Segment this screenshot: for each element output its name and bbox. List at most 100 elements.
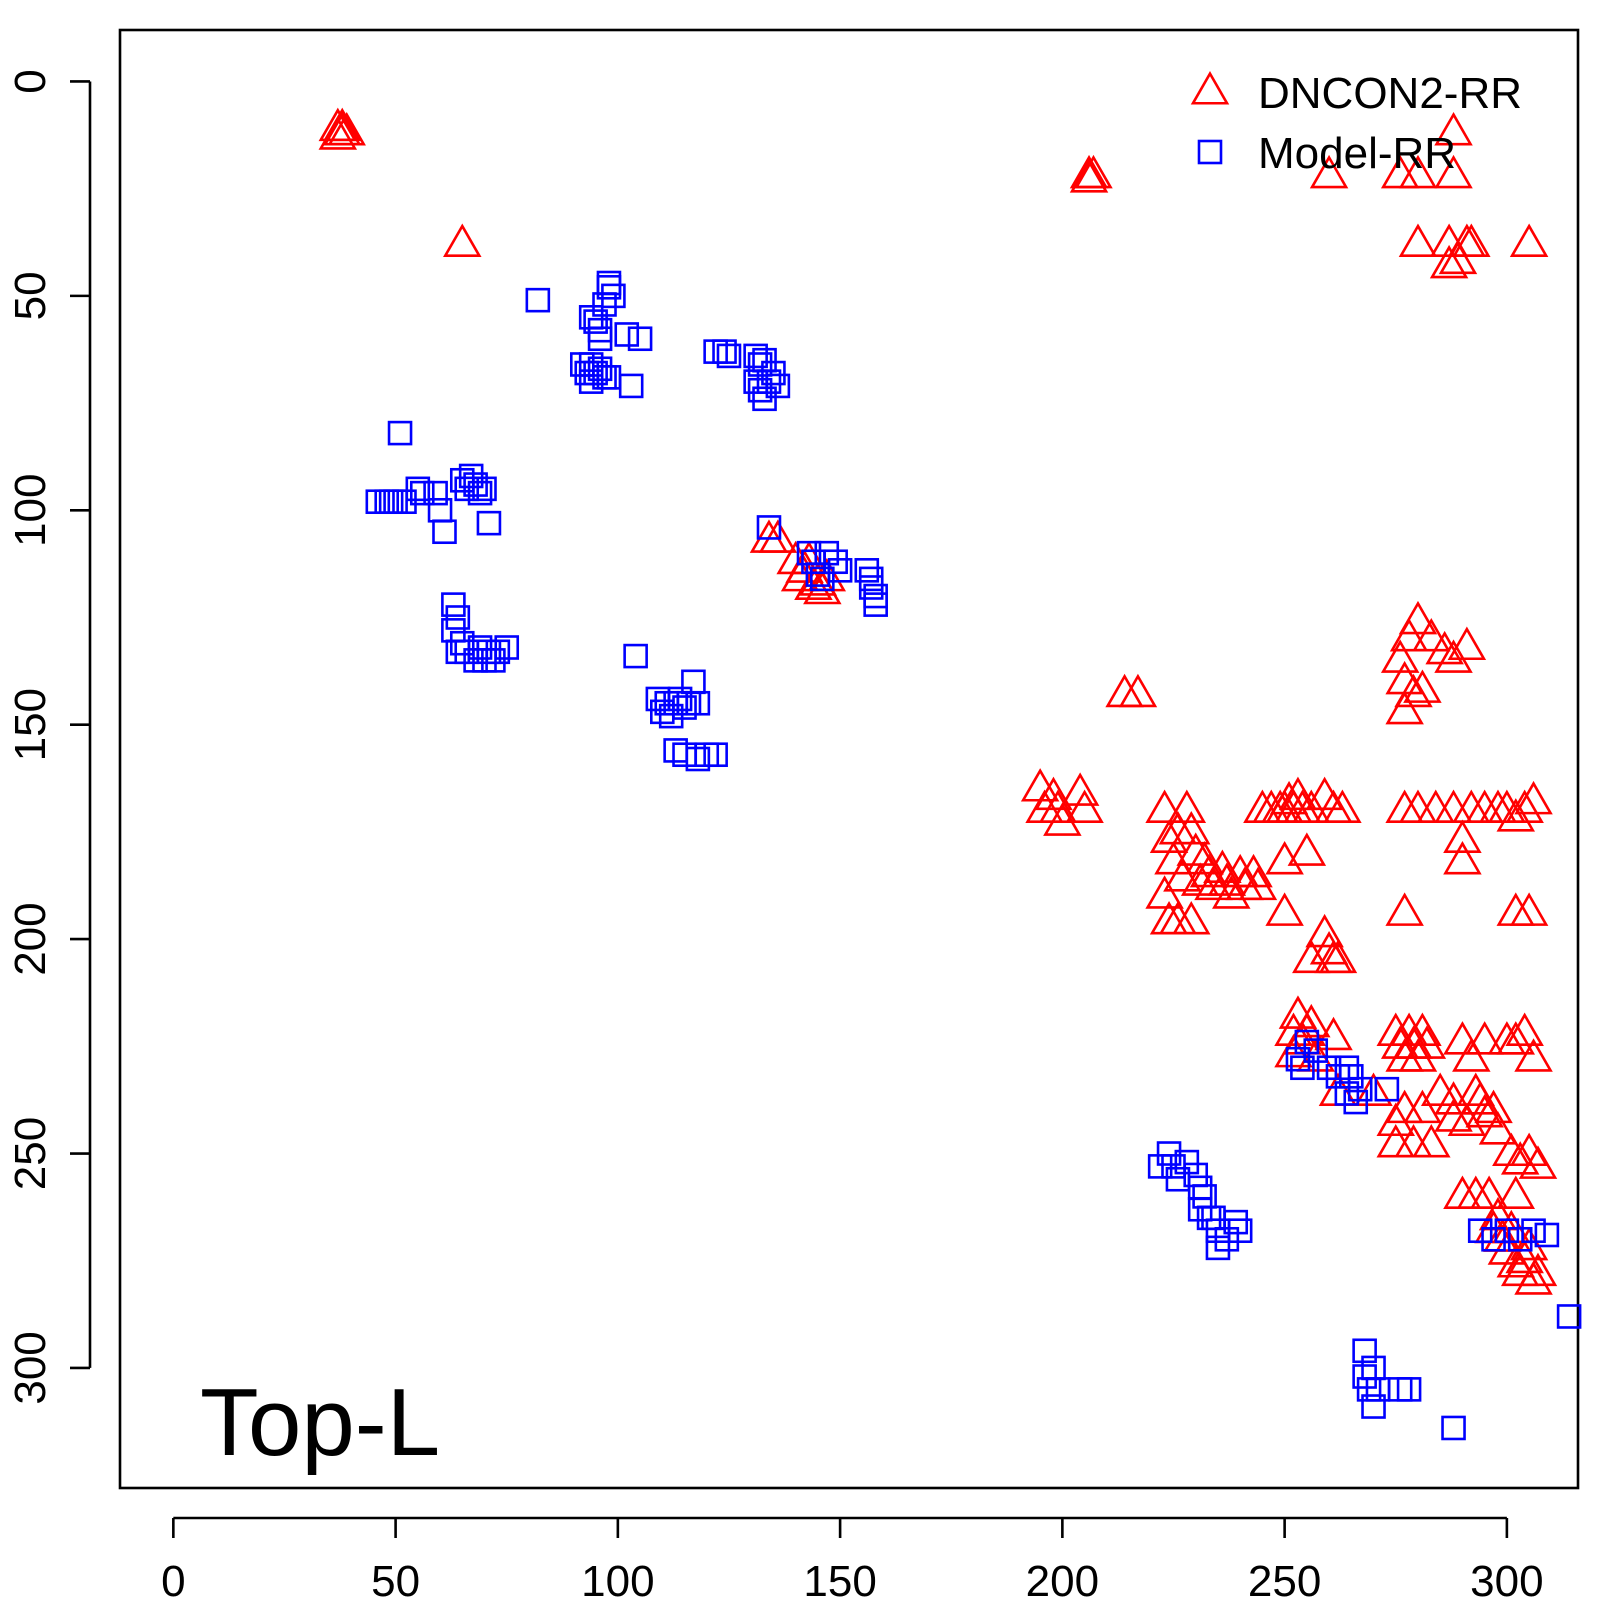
triangle-point (1438, 240, 1478, 275)
triangle-point (1500, 1141, 1540, 1175)
triangle-point (1394, 673, 1433, 708)
square-point (467, 480, 493, 506)
triangle-point (1505, 1239, 1544, 1274)
y-tick-label: 100 (6, 474, 55, 547)
square-point (685, 746, 711, 772)
square-point (1334, 1081, 1360, 1106)
triangle-point (323, 107, 362, 142)
triangle-point (1292, 789, 1331, 823)
y-tick-label: 250 (6, 1117, 55, 1190)
square-point (578, 369, 604, 394)
triangle-point (1412, 617, 1451, 652)
triangle-point (1429, 223, 1469, 257)
square-point (1507, 1226, 1533, 1252)
triangle-point (1434, 639, 1473, 673)
triangle-point (1043, 802, 1082, 836)
square-point (761, 360, 786, 386)
y-tick-label: 0 (6, 69, 55, 93)
square-point (703, 742, 728, 768)
square-point (747, 352, 773, 377)
triangle-point (1429, 244, 1469, 279)
square-point (592, 292, 617, 317)
square-point (827, 558, 853, 583)
triangle-point (1314, 1016, 1353, 1051)
triangle-point (1034, 776, 1073, 811)
square-point (765, 373, 791, 399)
triangle-point (1416, 789, 1456, 823)
triangle-point (1403, 1089, 1442, 1124)
square-point (578, 352, 604, 377)
square-point (476, 510, 502, 536)
triangle-point (1305, 913, 1344, 948)
triangle-point (1176, 832, 1215, 866)
triangle-point (1265, 840, 1304, 875)
square-point (627, 326, 653, 352)
triangle-point (1398, 154, 1438, 189)
x-tick-label: 150 (803, 1557, 876, 1600)
triangle-point (1265, 892, 1304, 926)
triangle-point (1145, 875, 1184, 909)
triangle-point (1118, 673, 1158, 708)
square-point (1201, 1205, 1226, 1231)
triangle-point (1469, 1175, 1509, 1209)
square-point (587, 356, 613, 382)
square-point (1214, 1226, 1240, 1252)
triangle-point (1465, 1021, 1504, 1055)
triangle-point (1496, 1021, 1536, 1055)
triangle-point (1514, 780, 1553, 815)
square-point (658, 703, 684, 729)
y-tick-label: 300 (6, 1331, 55, 1404)
triangle-point (1185, 840, 1224, 875)
square-point (1205, 1235, 1231, 1261)
square-point (583, 360, 608, 386)
triangle-point (327, 111, 366, 146)
axes-layer: 0 50 100 150 200 250 300 0 50 100 150 200 250 300 (6, 28, 1580, 1600)
square-point (1334, 1055, 1360, 1081)
triangle-point (1318, 939, 1358, 974)
triangle-point (1434, 154, 1473, 189)
legend-label: Model-RR (1258, 129, 1456, 178)
triangle-point (803, 570, 842, 605)
square-point (1374, 1076, 1400, 1102)
square-point (1481, 1226, 1506, 1252)
triangle-point (1496, 1175, 1536, 1209)
square-point (1227, 1218, 1253, 1244)
square-point (756, 369, 782, 394)
triangle-point (1292, 1003, 1331, 1038)
square-point (1361, 1394, 1386, 1419)
triangle-point (1443, 1021, 1482, 1055)
square-point (494, 635, 520, 660)
square-point (743, 343, 768, 369)
square-point (752, 386, 777, 412)
triangle-point (1234, 853, 1273, 888)
triangle-point (1518, 1252, 1558, 1287)
triangle-point (1292, 939, 1331, 974)
square-point (716, 343, 742, 369)
x-tick-label: 0 (161, 1557, 185, 1600)
square-point (1441, 1415, 1466, 1441)
triangle-point (1434, 789, 1473, 823)
triangle-point (1403, 1012, 1442, 1046)
points-layer (318, 107, 1582, 1441)
triangle-point (1407, 1025, 1447, 1059)
triangle-point (1065, 789, 1104, 823)
legend-square-icon (1197, 139, 1223, 165)
triangle-point (758, 519, 798, 553)
triangle-point (1403, 669, 1442, 703)
square-point (623, 643, 648, 669)
triangle-point (1385, 690, 1424, 725)
triangle-point (1074, 154, 1113, 189)
square-point (756, 515, 782, 540)
triangle-point (1478, 1111, 1518, 1145)
square-point (1556, 1304, 1582, 1329)
square-point (747, 377, 773, 403)
triangle-point (1376, 1123, 1415, 1158)
triangle-point (1238, 866, 1278, 901)
y-tick-label: 150 (6, 688, 55, 761)
triangle-point (1452, 223, 1491, 257)
triangle-point (1509, 892, 1549, 926)
square-point (485, 639, 511, 665)
square-point (1494, 1218, 1520, 1244)
x-tick-label: 250 (1248, 1557, 1321, 1600)
triangle-point (1425, 630, 1464, 665)
